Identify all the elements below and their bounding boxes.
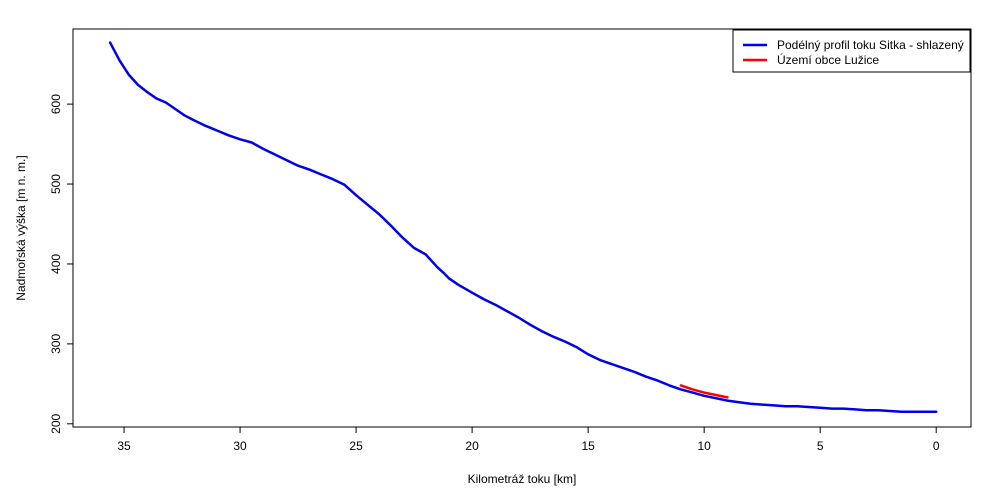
y-axis-title: Nadmořská výška [m n. m.] (14, 155, 28, 300)
y-axis: 200 300 400 500 600 (49, 94, 73, 434)
legend: Podélný profil toku Sitka - shlazený Úze… (732, 29, 971, 73)
x-tick-label: 0 (933, 439, 940, 453)
y-tick-label: 500 (49, 174, 63, 194)
x-tick-label: 25 (349, 439, 363, 453)
y-tick-label: 600 (49, 94, 63, 114)
legend-label-municipality: Území obce Lužice (777, 52, 879, 67)
legend-label-profile: Podélný profil toku Sitka - shlazený (777, 38, 964, 52)
plot-frame (72, 28, 972, 428)
series-line-municipality (679, 384, 729, 399)
x-axis: 35 30 25 20 15 10 5 0 (117, 427, 940, 453)
x-tick-label: 20 (465, 439, 479, 453)
legend-box (732, 29, 971, 73)
x-tick-label: 5 (817, 439, 824, 453)
x-tick-label: 15 (581, 439, 595, 453)
y-tick-label: 200 (49, 413, 63, 433)
x-tick-label: 10 (697, 439, 711, 453)
x-tick-label: 35 (117, 439, 131, 453)
series-line-profile (108, 41, 938, 414)
x-axis-title: Kilometráž toku [km] (468, 472, 577, 486)
y-tick-label: 300 (49, 334, 63, 354)
x-tick-label: 30 (233, 439, 247, 453)
y-tick-label: 400 (49, 254, 63, 274)
series-layer (108, 41, 938, 414)
